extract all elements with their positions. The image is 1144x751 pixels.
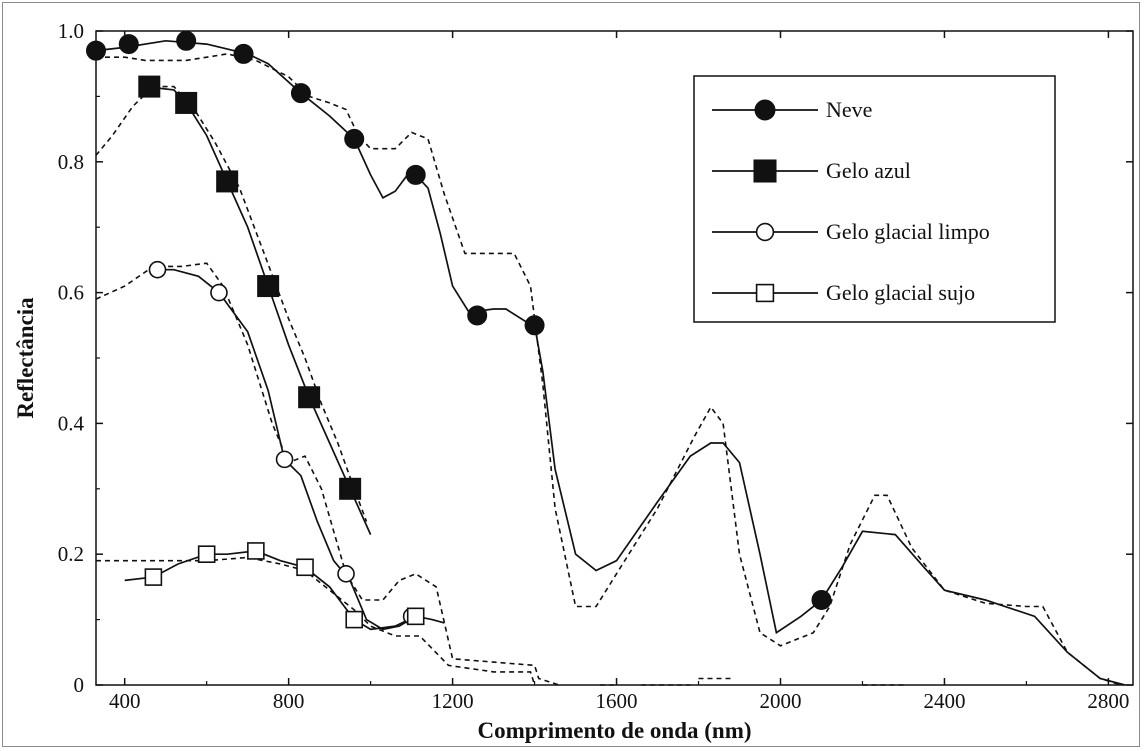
x-tick-label: 2000 [760,689,802,713]
y-tick-label: 0.8 [58,150,84,174]
series-3-marker [210,283,228,302]
series-markers [86,30,832,629]
series-2-marker [257,275,280,298]
series-1-marker [467,305,488,326]
y-axis-ticks: 0 0.2 0.4 0.6 0.8 1.0 [58,19,1133,697]
legend-label: Gelo glacial limpo [826,219,990,244]
series-4-marker [296,558,314,577]
x-tick-label: 2800 [1087,689,1129,713]
x-tick-label: 1600 [596,689,638,713]
series-1-marker [176,30,197,51]
legend-item: Gelo glacial sujo [712,280,975,305]
series-1-marker [118,34,139,55]
legend-box [693,75,1056,323]
x-tick-label: 800 [273,689,305,713]
x-tick-label: 400 [109,689,141,713]
x-axis-ticks: 400 800 1200 1600 2000 2400 2800 [109,31,1129,713]
series-4-marker [406,607,425,626]
series-4-marker [197,545,216,564]
y-tick-label: 1.0 [58,19,84,43]
legend-marker [755,222,775,242]
series-2-marker [298,386,321,409]
series-line-2 [145,85,372,535]
dashed-curve-2 [95,85,368,522]
series-3-marker [275,450,294,469]
x-axis-title: Comprimento de onda (nm) [477,718,751,743]
series-4-marker [247,542,265,560]
legend-label: Neve [826,97,872,122]
series-1-marker [290,83,311,104]
legend-marker [753,159,777,183]
series-2-marker [339,477,362,500]
series-4-marker [144,568,163,586]
series-line-1 [95,39,1126,686]
legend: Neve Gelo azul Gelo glacial limpo Gelo glac… [693,75,1056,323]
y-tick-label: 0.6 [58,281,84,305]
series-1-marker [811,589,832,610]
dashed-curve-3 [95,262,560,686]
series-2-marker [216,170,239,193]
x-tick-label: 2400 [923,689,965,713]
y-tick-label: 0.4 [58,411,85,435]
legend-label: Gelo azul [826,158,911,183]
series-1-marker [405,164,426,185]
x-tick-label: 1200 [432,689,474,713]
series-1-marker [233,43,254,64]
legend-item: Gelo azul [712,158,911,183]
dashed-curve-4 [96,556,536,686]
legend-label: Gelo glacial sujo [826,280,975,305]
series-2-marker [138,75,161,98]
series-3-marker [148,260,167,279]
legend-item: Neve [712,97,872,122]
series-1-marker [524,315,545,336]
series-2-marker [175,91,198,114]
series-line-4 [124,550,417,631]
legend-item: Gelo glacial limpo [712,219,990,244]
series-3-marker [337,565,355,583]
series-1-marker [344,128,365,149]
legend-marker [755,283,775,303]
series-4-marker [345,610,364,629]
y-tick-label: 0 [74,673,85,697]
y-axis-title: Reflectância [13,297,38,419]
legend-marker [754,99,776,121]
dashed-curve-1 [96,53,1121,686]
y-tick-label: 0.2 [58,542,84,566]
